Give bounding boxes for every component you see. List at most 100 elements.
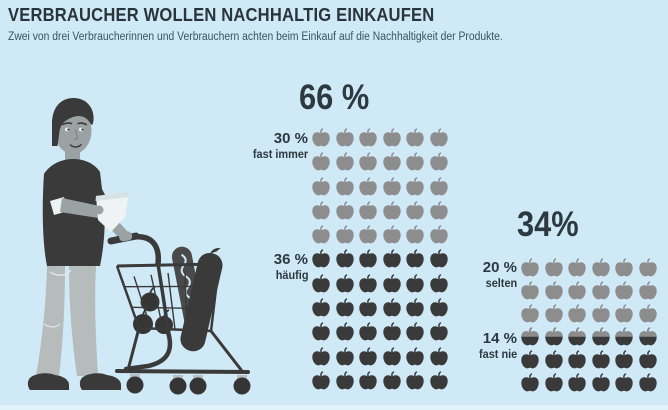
segment-label-selten: 20 % selten: [483, 260, 517, 291]
bottom-edge-strip: [0, 405, 668, 410]
apple-icon: [429, 128, 448, 147]
apple-icon: [429, 225, 448, 244]
apple-icon: [335, 298, 354, 317]
apple-icon: [359, 371, 377, 390]
shoe-left: [27, 373, 69, 390]
segment-percent: 30 %: [273, 130, 308, 147]
group-34-total: 34%: [517, 205, 579, 244]
apple-icon: [591, 327, 610, 346]
apple-icon: [615, 304, 633, 323]
apple-icon: [568, 258, 586, 277]
segment-percent: 20 %: [482, 259, 517, 276]
apple-icon: [638, 258, 657, 277]
apple-icon: [638, 327, 657, 346]
apple-icon: [335, 371, 354, 390]
apple-icon: [335, 201, 354, 220]
segment-percent: 36 %: [273, 251, 308, 268]
apple-icon: [312, 201, 330, 220]
apple-icon: [544, 258, 563, 277]
apple-icon: [335, 274, 354, 293]
apple-icon: [382, 298, 401, 317]
apple-icon: [615, 350, 633, 369]
apple-icon: [591, 350, 610, 369]
apple-icon: [382, 322, 401, 341]
apple-icon: [521, 258, 539, 277]
apple-icon: [382, 176, 401, 195]
apple-icon: [615, 258, 633, 277]
apple-icon: [312, 128, 330, 147]
apple-icon: [359, 152, 377, 171]
segment-name: fast immer: [252, 149, 308, 161]
apple-icon: [429, 371, 448, 390]
apple-icon: [382, 152, 401, 171]
pants-right: [69, 266, 98, 376]
apple-icon: [568, 304, 586, 323]
apple-icon: [359, 298, 377, 317]
apple-icon: [544, 350, 563, 369]
apple-icon: [406, 371, 424, 390]
apple-icon: [382, 249, 401, 268]
apple-icon: [406, 176, 424, 195]
apple-icon: [335, 347, 354, 366]
apple-icon: [312, 371, 330, 390]
apple-icon: [312, 274, 330, 293]
shoe-right: [79, 373, 121, 390]
apple-icon: [429, 249, 448, 268]
apple-icon: [359, 128, 377, 147]
apple-icon: [615, 281, 633, 300]
apple-icon: [521, 373, 539, 392]
apple-icon: [359, 347, 377, 366]
apple-icon: [568, 281, 586, 300]
apple-icon: [521, 327, 539, 346]
shopping-cart: [107, 231, 251, 395]
segment-label-fast-immer: 30 % fast immer: [250, 131, 308, 162]
apple-icon: [312, 322, 330, 341]
apple-icon: [335, 225, 354, 244]
apple-icon: [359, 322, 377, 341]
apple-icon: [544, 281, 563, 300]
apple-icon: [312, 249, 330, 268]
apple-icon: [335, 249, 354, 268]
apple-icon: [429, 152, 448, 171]
apple-icon: [406, 128, 424, 147]
apple-icon: [382, 274, 401, 293]
apple-icon: [429, 347, 448, 366]
apple-icon: [335, 176, 354, 195]
apple-icon: [406, 298, 424, 317]
hand-on-handle: [119, 231, 133, 242]
apple-icon: [312, 225, 330, 244]
pants-left: [36, 266, 65, 376]
apple-icon: [429, 201, 448, 220]
apple-icon: [638, 304, 657, 323]
apple-icon: [521, 350, 539, 369]
segment-name: häufig: [275, 270, 308, 282]
apple-icon: [382, 371, 401, 390]
group-66-total: 66 %: [299, 78, 370, 117]
apple-icon: [335, 322, 354, 341]
apple-icon: [335, 152, 354, 171]
segment-percent: 14 %: [482, 330, 517, 347]
hair: [52, 98, 94, 146]
apple-grid-34: [520, 258, 658, 393]
apple-icon: [544, 373, 563, 392]
apple-icon: [615, 327, 633, 346]
apple-grid-66: [311, 128, 449, 391]
baguette-plain: [180, 247, 223, 352]
apple-icon: [382, 225, 401, 244]
apple-icon: [406, 274, 424, 293]
apple-icon: [312, 176, 330, 195]
apple-icon: [359, 201, 377, 220]
apple-icon: [429, 274, 448, 293]
apple-icon: [568, 327, 586, 346]
apple-icon: [638, 373, 657, 392]
apple-icon: [568, 350, 586, 369]
segment-name: fast nie: [478, 349, 517, 361]
apple-icon: [521, 304, 539, 323]
apple-icon: [359, 249, 377, 268]
page-title: VERBRAUCHER WOLLEN NACHHALTIG EINKAUFEN: [8, 5, 435, 25]
apple-icon: [429, 322, 448, 341]
apple-icon: [359, 176, 377, 195]
cart-wheels: [126, 374, 251, 395]
apple-icon: [544, 304, 563, 323]
